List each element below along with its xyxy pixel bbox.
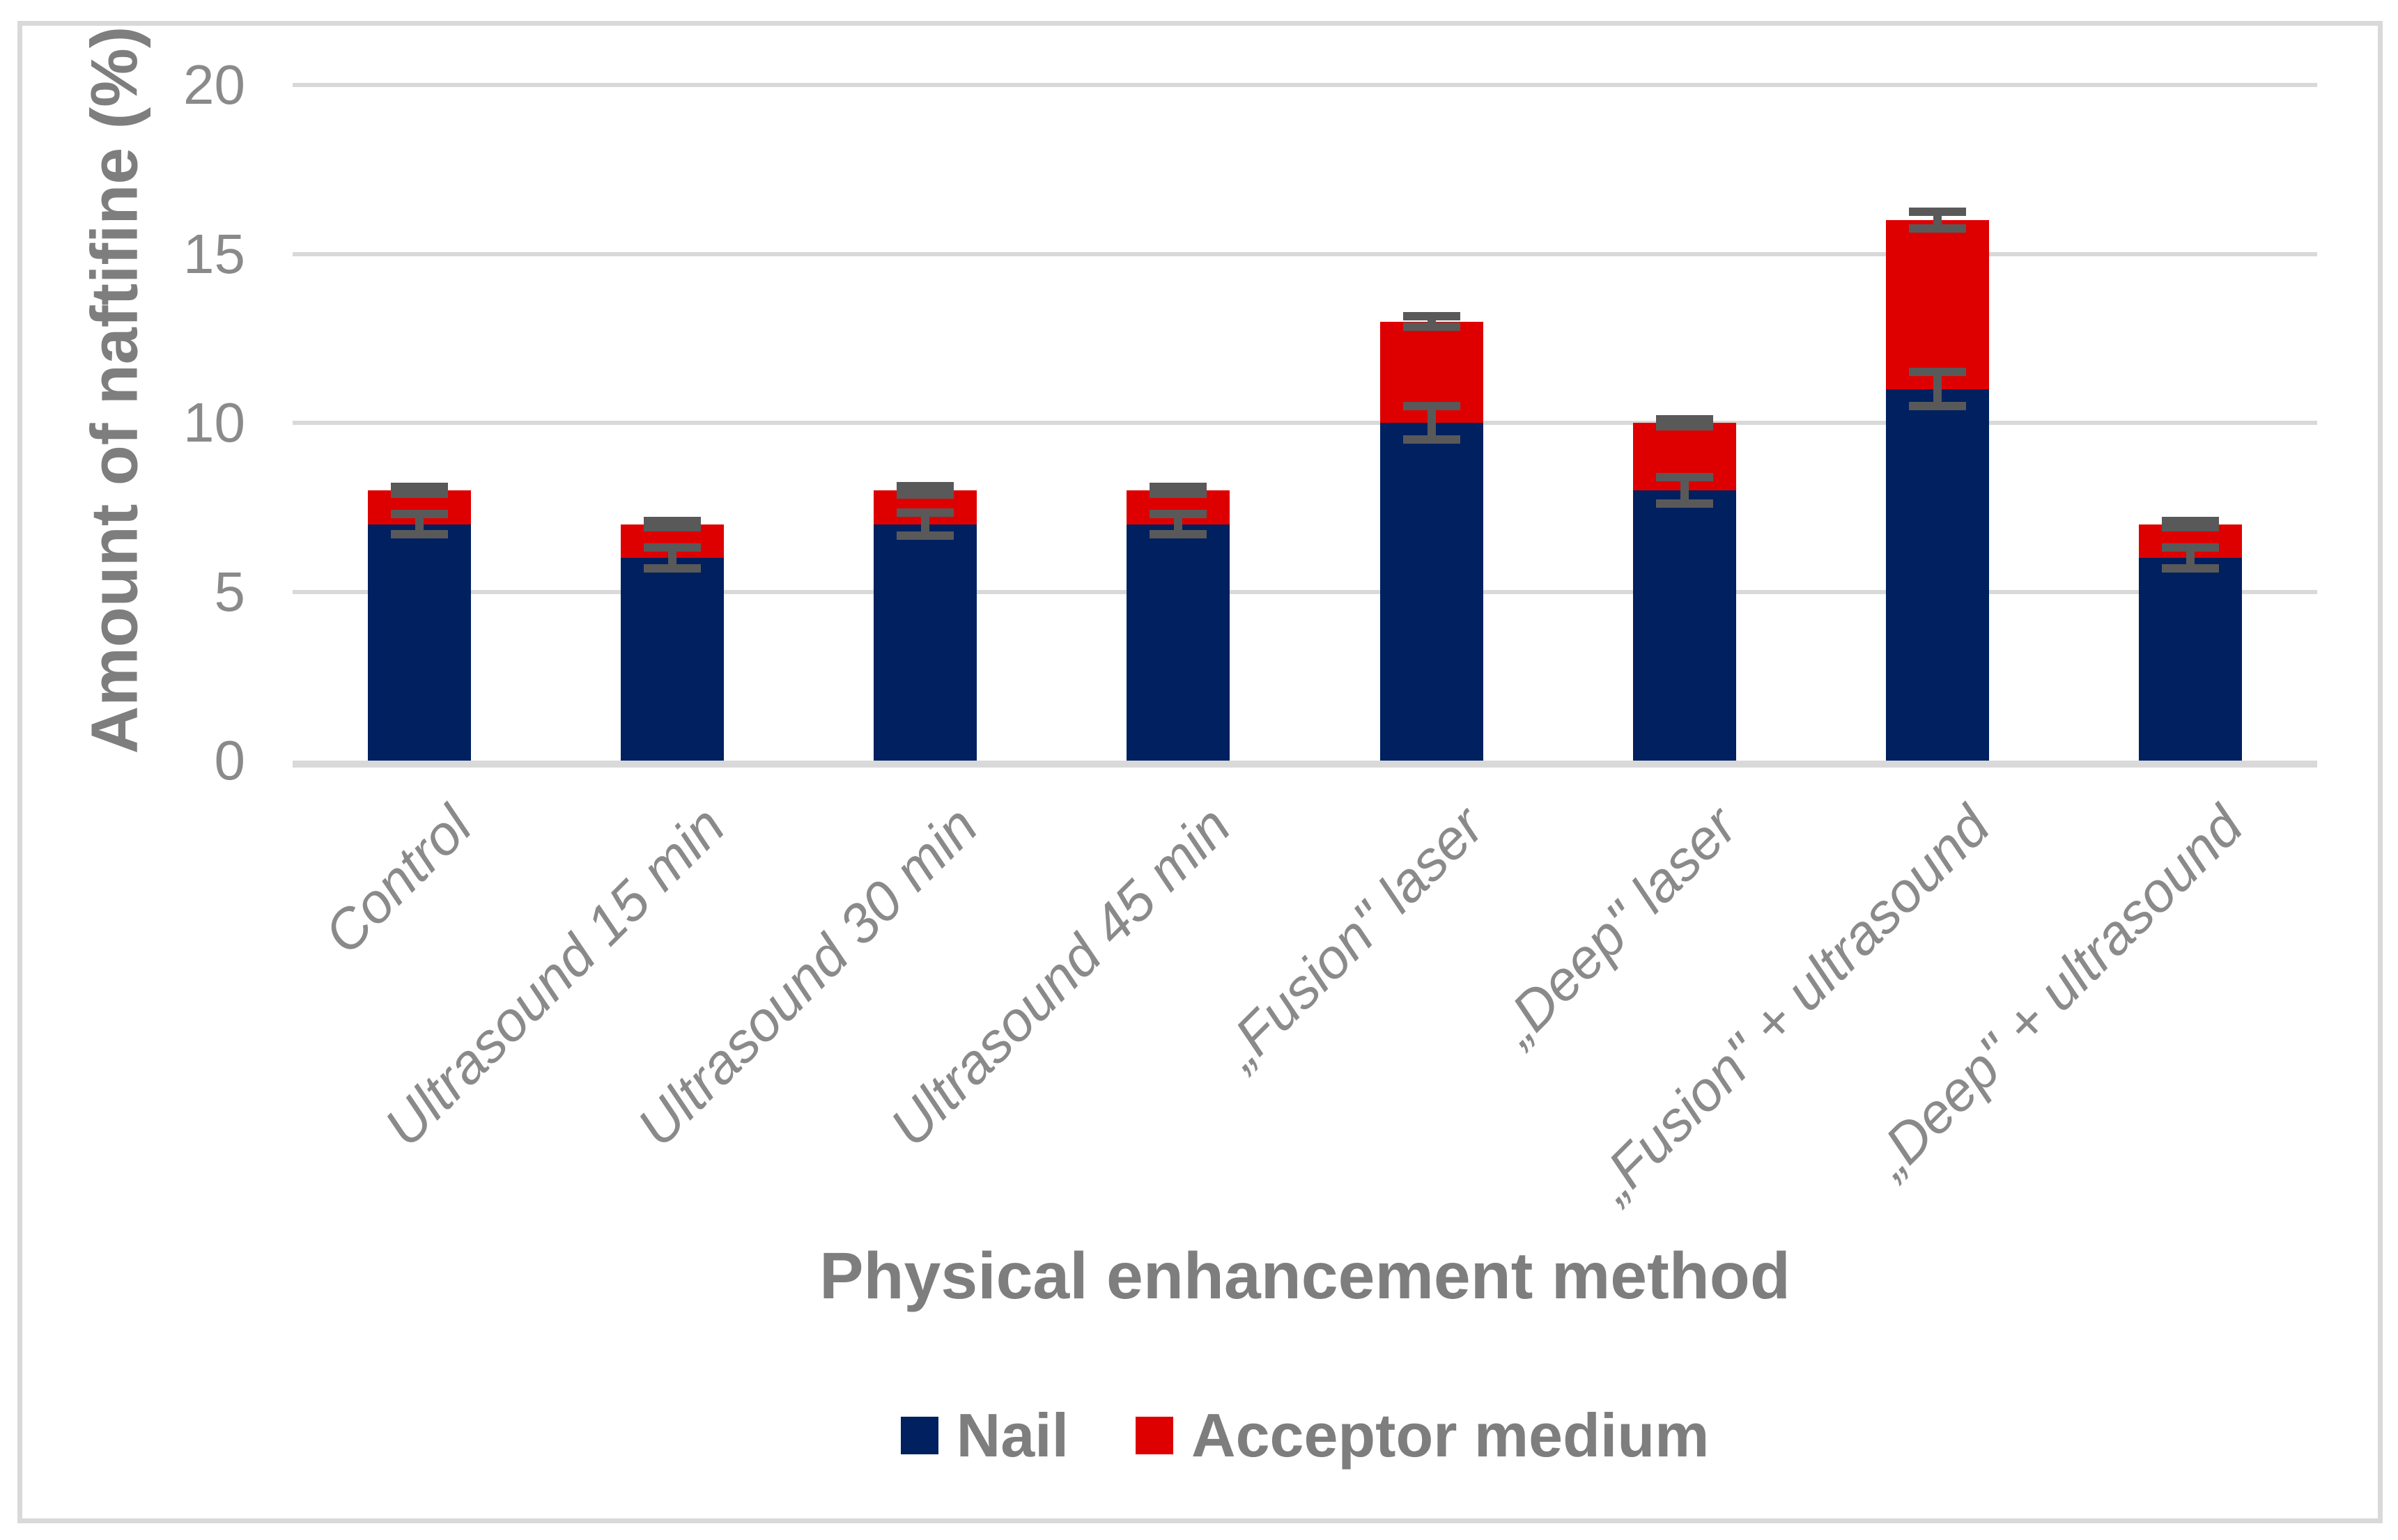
error-bar-nail-cap-top [1909,368,1967,377]
error-bar-total-cap-bottom [390,489,448,498]
error-bar-total-cap-bottom [2162,523,2220,532]
error-bar-nail-cap-bottom [1150,530,1207,539]
error-bar-nail-cap-bottom [1909,401,1967,410]
y-tick-label-0: 0 [214,729,246,791]
error-bar-nail-cap-bottom [897,531,954,540]
error-bar-nail-whisker [1174,513,1183,535]
error-bar-nail-whisker [667,547,676,568]
bar-segment-acceptor-medium [1886,220,1990,389]
error-bar-nail-cap-top [1402,401,1460,410]
error-bar-nail-cap-top [1655,472,1713,481]
legend-label: Nail [956,1401,1069,1470]
error-bar-total-cap-top [1402,312,1460,321]
bar-segment-nail [1127,524,1230,761]
x-tick-label: „Fusion" laser [1209,794,1496,1080]
error-bar-nail-whisker [415,513,424,535]
error-bar-total-cap-bottom [1655,421,1713,430]
error-bar-nail-cap-bottom [390,530,448,539]
y-tick-label-20: 20 [183,54,245,116]
error-bar-total-cap-bottom [897,490,954,499]
error-bar-nail-cap-top [897,508,954,517]
bar-segment-nail [367,524,471,761]
gridline-20 [293,83,2317,87]
error-bar-total-cap-top [897,482,954,491]
y-tick-label-10: 10 [183,391,245,453]
legend-item-nail: Nail [900,1400,1069,1471]
error-bar-total-cap-top [1655,415,1713,424]
bar-segment-nail [1379,423,1483,761]
error-bar-nail-whisker [921,512,930,536]
error-bar-nail-cap-bottom [1655,499,1713,508]
error-bar-nail-whisker [1427,405,1436,440]
x-tick-label: Control [311,794,484,965]
gridline-10 [293,421,2317,425]
error-bar-nail-cap-top [2162,543,2220,552]
error-bar-nail-cap-top [643,543,701,552]
gridline-15 [293,251,2317,256]
error-bar-total-whisker [1933,211,1942,229]
bar-segment-nail [620,558,724,761]
error-bar-nail-cap-top [1150,509,1207,518]
gridline-5 [293,589,2317,594]
bar-segment-nail [1886,389,1990,761]
legend-swatch-icon [900,1417,938,1454]
error-bar-nail-cap-top [390,509,448,518]
y-tick-label-5: 5 [214,560,246,623]
error-bar-total-cap-bottom [643,523,701,532]
error-bar-total-cap-top [2162,516,2220,525]
error-bar-nail-whisker [1680,476,1689,504]
error-bar-nail-cap-bottom [2162,563,2220,573]
error-bar-nail-cap-bottom [643,563,701,573]
bar-segment-nail [2139,558,2243,761]
x-tick-label: „Deep" laser [1487,794,1749,1057]
error-bar-total-cap-top [390,483,448,492]
bar-segment-nail [874,524,977,761]
y-tick-label-15: 15 [183,222,245,285]
error-bar-total-cap-bottom [1909,224,1967,233]
legend-swatch-icon [1136,1417,1174,1454]
legend: Nail Acceptor medium [293,1400,2317,1471]
legend-label: Acceptor medium [1191,1401,1710,1470]
error-bar-total-cap-top [1909,207,1967,216]
error-bar-nail-whisker [1933,372,1942,406]
x-axis-title: Physical enhancement method [819,1239,1790,1313]
bar-segment-nail [1632,490,1736,761]
y-axis-title: Amount of naftifine (%) [77,26,152,754]
error-bar-total-cap-top [1150,483,1207,492]
x-axis-line [293,761,2317,768]
error-bar-nail-cap-bottom [1402,435,1460,444]
error-bar-nail-whisker [2186,547,2195,568]
error-bar-total-cap-top [643,516,701,525]
error-bar-total-cap-bottom [1150,489,1207,498]
legend-item-acceptor-medium: Acceptor medium [1136,1400,1709,1471]
error-bar-total-cap-bottom [1402,322,1460,331]
